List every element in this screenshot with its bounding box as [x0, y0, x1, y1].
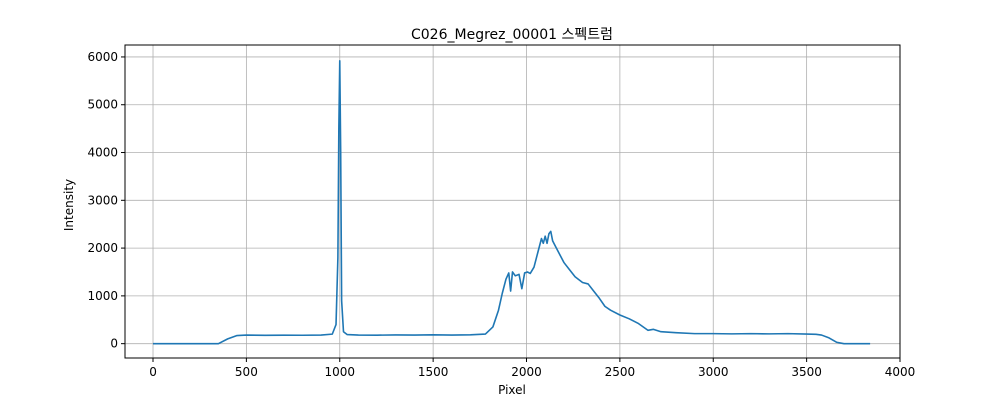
x-tick-label: 2000 [511, 365, 542, 379]
series-layer [153, 59, 871, 345]
x-tick-label: 3000 [698, 365, 729, 379]
y-axis-ticks: 0 1000 2000 3000 4000 5000 6000 [87, 50, 125, 351]
y-tick-label: 1000 [87, 289, 118, 303]
x-tick-label: 2500 [605, 365, 636, 379]
x-tick-label: 4000 [885, 365, 916, 379]
y-tick-label: 3000 [87, 193, 118, 207]
y-tick-label: 5000 [87, 98, 118, 112]
y-tick-label: 0 [110, 337, 118, 351]
x-tick-label: 1000 [324, 365, 355, 379]
x-axis-label: Pixel [498, 383, 526, 397]
x-tick-label: 1500 [418, 365, 449, 379]
y-tick-label: 2000 [87, 241, 118, 255]
y-tick-label: 6000 [87, 50, 118, 64]
plot-frame [124, 44, 901, 359]
spectrum-line [153, 59, 871, 345]
y-axis-label: Intensity [62, 179, 76, 231]
y-tick-label: 4000 [87, 146, 118, 160]
chart-title: C026_Megrez_00001 스펙트럼 [411, 27, 613, 43]
x-tick-label: 0 [149, 365, 157, 379]
x-tick-label: 500 [235, 365, 258, 379]
x-axis-ticks: 0 500 1000 1500 2000 2500 3000 3500 4000 [149, 358, 915, 379]
x-tick-label: 3500 [791, 365, 822, 379]
